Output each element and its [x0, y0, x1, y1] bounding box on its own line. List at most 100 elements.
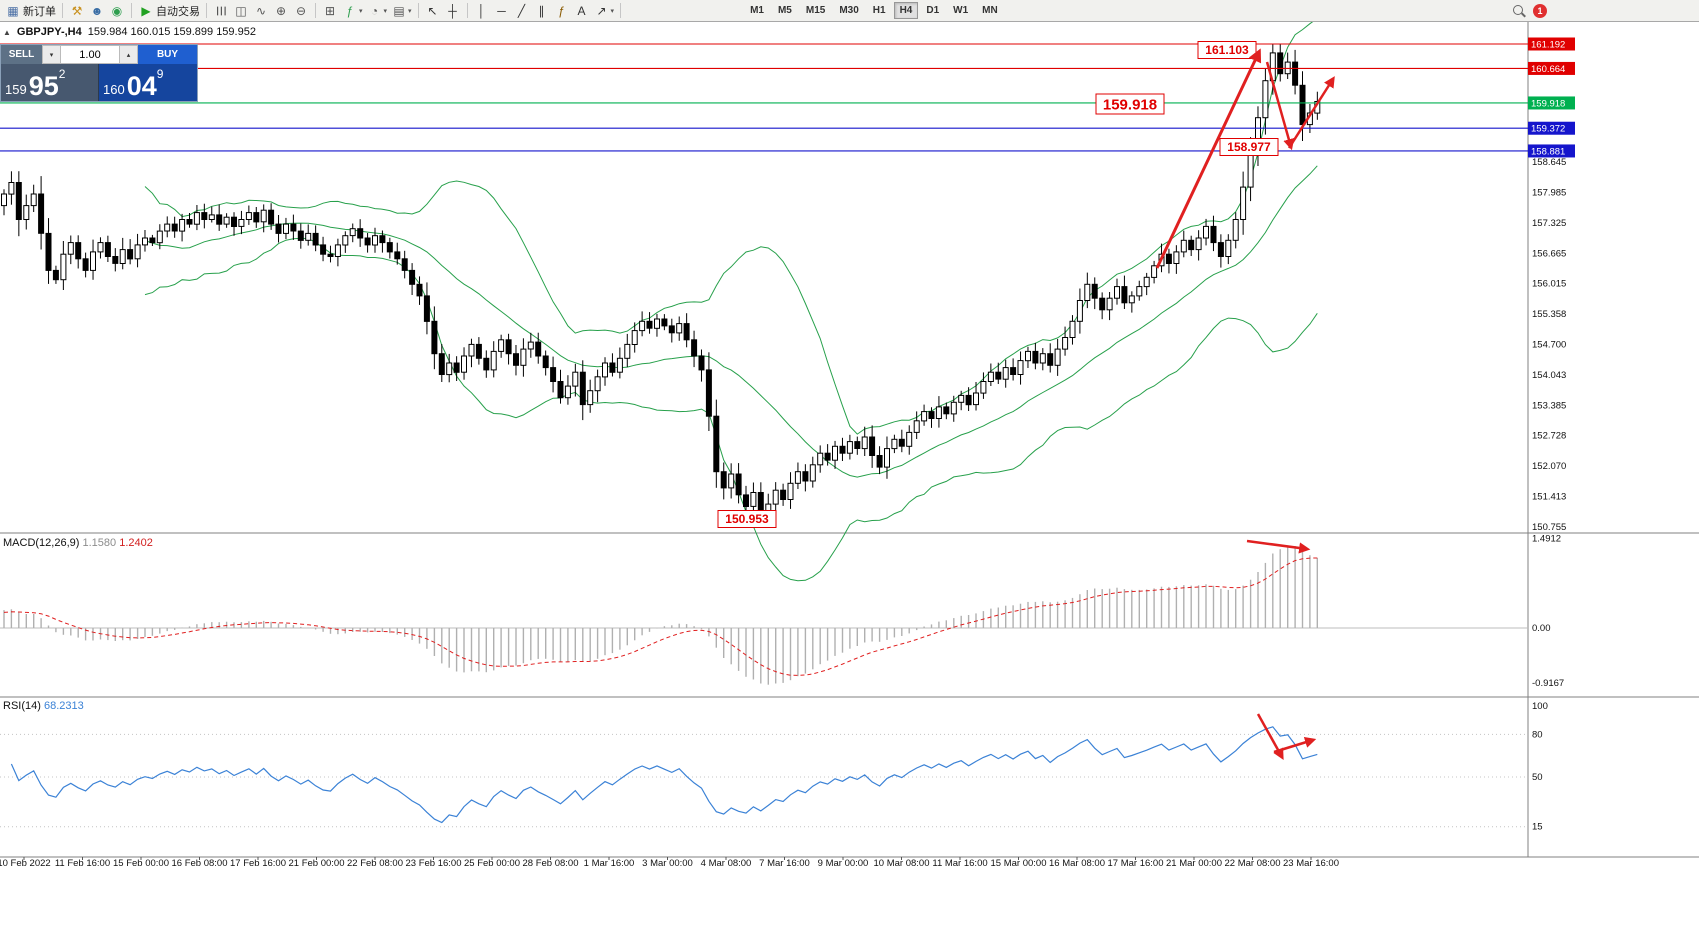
- hammer-tools-button[interactable]: ⚒: [67, 1, 87, 21]
- notification-badge[interactable]: 1: [1533, 4, 1547, 18]
- cursor-icon: ↖: [427, 3, 438, 18]
- svg-text:15 Mar 00:00: 15 Mar 00:00: [991, 858, 1047, 869]
- svg-text:156.665: 156.665: [1532, 249, 1566, 260]
- annotation-arrow[interactable]: [1265, 61, 1295, 151]
- zoom-in-button[interactable]: ⊕: [271, 1, 291, 21]
- zoom-out-button[interactable]: ⊖: [291, 1, 311, 21]
- search-icon[interactable]: [1512, 4, 1526, 18]
- arrows-button[interactable]: ↗ ▾: [592, 1, 617, 21]
- svg-text:9 Mar 00:00: 9 Mar 00:00: [818, 858, 869, 869]
- bars-mode-button[interactable]: ☰: [211, 1, 231, 21]
- annotation-arrow[interactable]: [1246, 539, 1311, 554]
- chart-ohlc-info: ▲ GBPJPY-,H4 159.984 160.015 159.899 159…: [3, 26, 256, 38]
- svg-text:159.372: 159.372: [1531, 124, 1565, 135]
- timeframe-w1-button[interactable]: W1: [953, 5, 969, 16]
- annotation-arrow[interactable]: [1287, 76, 1335, 149]
- line-mode-button[interactable]: ∿: [251, 1, 271, 21]
- toolbar-separator: [131, 3, 132, 18]
- buy-price-display[interactable]: 160 04 9: [99, 64, 197, 101]
- profile-button[interactable]: ☻: [87, 1, 107, 21]
- trade-controls-row: SELL ▾ ▴ BUY: [1, 45, 197, 64]
- autotrading-icon: ▶: [141, 3, 151, 18]
- crosshair-button[interactable]: ┼: [443, 1, 463, 21]
- rsi-name: RSI(14): [3, 700, 41, 712]
- timeframe-d1-button[interactable]: D1: [926, 5, 940, 16]
- zoom-in-icon: ⊕: [275, 3, 287, 18]
- time-axis[interactable]: 10 Feb 2022 11 Feb 16:00 15 Feb 00:00 16 Fe…: [0, 857, 1339, 869]
- price-line-axis-label: 161.192: [1528, 37, 1575, 51]
- text-button[interactable]: A: [572, 1, 592, 21]
- indicators-button[interactable]: ƒ ▾: [340, 1, 365, 21]
- svg-text:15 Feb 00:00: 15 Feb 00:00: [113, 858, 169, 869]
- one-click-trading-panel: SELL ▾ ▴ BUY 159 95 2 160 04 9: [0, 44, 198, 102]
- svg-text:21 Mar 00:00: 21 Mar 00:00: [1166, 858, 1222, 869]
- svg-text:16 Feb 08:00: 16 Feb 08:00: [172, 858, 228, 869]
- svg-text:80: 80: [1532, 729, 1543, 740]
- svg-text:28 Feb 08:00: 28 Feb 08:00: [523, 858, 579, 869]
- horizontal-line-button[interactable]: ─: [492, 1, 512, 21]
- svg-text:25 Feb 00:00: 25 Feb 00:00: [464, 858, 520, 869]
- svg-text:10 Feb 2022: 10 Feb 2022: [0, 858, 51, 869]
- timeframe-group: M1 M5 M15 M30 H1 H4 D1 W1 MN: [743, 0, 1005, 22]
- volume-decrease-button[interactable]: ▾: [42, 45, 61, 64]
- svg-text:1 Mar 16:00: 1 Mar 16:00: [584, 858, 635, 869]
- sell-price-pip: 2: [58, 67, 66, 81]
- toolbar-separator: [62, 3, 63, 18]
- svg-text:159.918: 159.918: [1103, 96, 1157, 113]
- cursor-button[interactable]: ↖: [423, 1, 443, 21]
- macd-axis[interactable]: 1.4912 0.00 -0.9167: [1532, 534, 1564, 689]
- sell-price-prefix: 159: [5, 82, 27, 97]
- arrows-icon: ↗: [596, 3, 607, 18]
- price-annotation[interactable]: 150.953: [717, 510, 777, 528]
- tile-windows-button[interactable]: ⊞: [320, 1, 340, 21]
- timeframe-m15-button[interactable]: M15: [805, 5, 826, 16]
- price-annotation[interactable]: 161.103: [1197, 41, 1257, 59]
- sell-price-display[interactable]: 159 95 2: [1, 64, 99, 101]
- svg-text:161.103: 161.103: [1205, 43, 1249, 57]
- fibonacci-button[interactable]: ƒ: [552, 1, 572, 21]
- channel-button[interactable]: ∥: [532, 1, 552, 21]
- sell-button[interactable]: SELL: [1, 45, 42, 64]
- buy-button[interactable]: BUY: [138, 45, 197, 64]
- toolbar-right-group: 1: [1512, 4, 1547, 18]
- templates-button[interactable]: ▤ ▾: [389, 1, 414, 21]
- price-axis[interactable]: 158.645 157.985 157.325 156.665 156.015 155.3…: [1532, 157, 1566, 533]
- timeframe-h4-button[interactable]: H4: [893, 2, 919, 19]
- trendline-icon: ╱: [517, 3, 526, 18]
- price-line-axis-label: 159.372: [1528, 121, 1575, 135]
- annotation-arrow[interactable]: [1273, 736, 1317, 754]
- community-button[interactable]: ◉: [107, 1, 127, 21]
- timeframe-m30-button[interactable]: M30: [839, 5, 859, 16]
- periods-button[interactable]: ◔ ▾: [365, 1, 390, 21]
- price-annotation[interactable]: 158.977: [1219, 138, 1279, 156]
- trendline-button[interactable]: ╱: [512, 1, 532, 21]
- buy-price-prefix: 160: [103, 82, 125, 97]
- macd-signal-line: [3, 557, 1318, 676]
- volume-input[interactable]: [61, 45, 119, 64]
- timeframe-h1-button[interactable]: H1: [872, 5, 886, 16]
- periods-icon: ◔: [370, 3, 379, 18]
- autotrading-button[interactable]: ▶ 自动交易: [136, 1, 202, 21]
- timeframe-mn-button[interactable]: MN: [982, 5, 998, 16]
- tile-windows-icon: ⊞: [324, 3, 336, 18]
- timeframe-m5-button[interactable]: M5: [777, 5, 792, 16]
- new-order-button[interactable]: ▦ 新订单: [3, 1, 58, 21]
- trade-prices-row: 159 95 2 160 04 9: [1, 64, 197, 101]
- price-annotation[interactable]: 159.918: [1095, 93, 1165, 115]
- volume-increase-button[interactable]: ▴: [119, 45, 138, 64]
- macd-main-value: 1.1580: [82, 537, 117, 549]
- annotation-arrow[interactable]: [1155, 48, 1262, 269]
- zoom-out-icon: ⊖: [295, 3, 307, 18]
- svg-text:23 Mar 16:00: 23 Mar 16:00: [1283, 858, 1339, 869]
- svg-text:154.043: 154.043: [1532, 370, 1566, 381]
- dropdown-caret-icon: ▾: [408, 7, 412, 15]
- svg-text:22 Feb 08:00: 22 Feb 08:00: [347, 858, 403, 869]
- timeframe-m1-button[interactable]: M1: [750, 5, 764, 16]
- svg-text:158.881: 158.881: [1531, 146, 1565, 157]
- candles-mode-button[interactable]: ◫: [231, 1, 251, 21]
- rsi-axis[interactable]: 100 80 50 15: [0, 701, 1548, 833]
- vertical-line-button[interactable]: │: [472, 1, 492, 21]
- svg-text:15: 15: [1532, 822, 1543, 833]
